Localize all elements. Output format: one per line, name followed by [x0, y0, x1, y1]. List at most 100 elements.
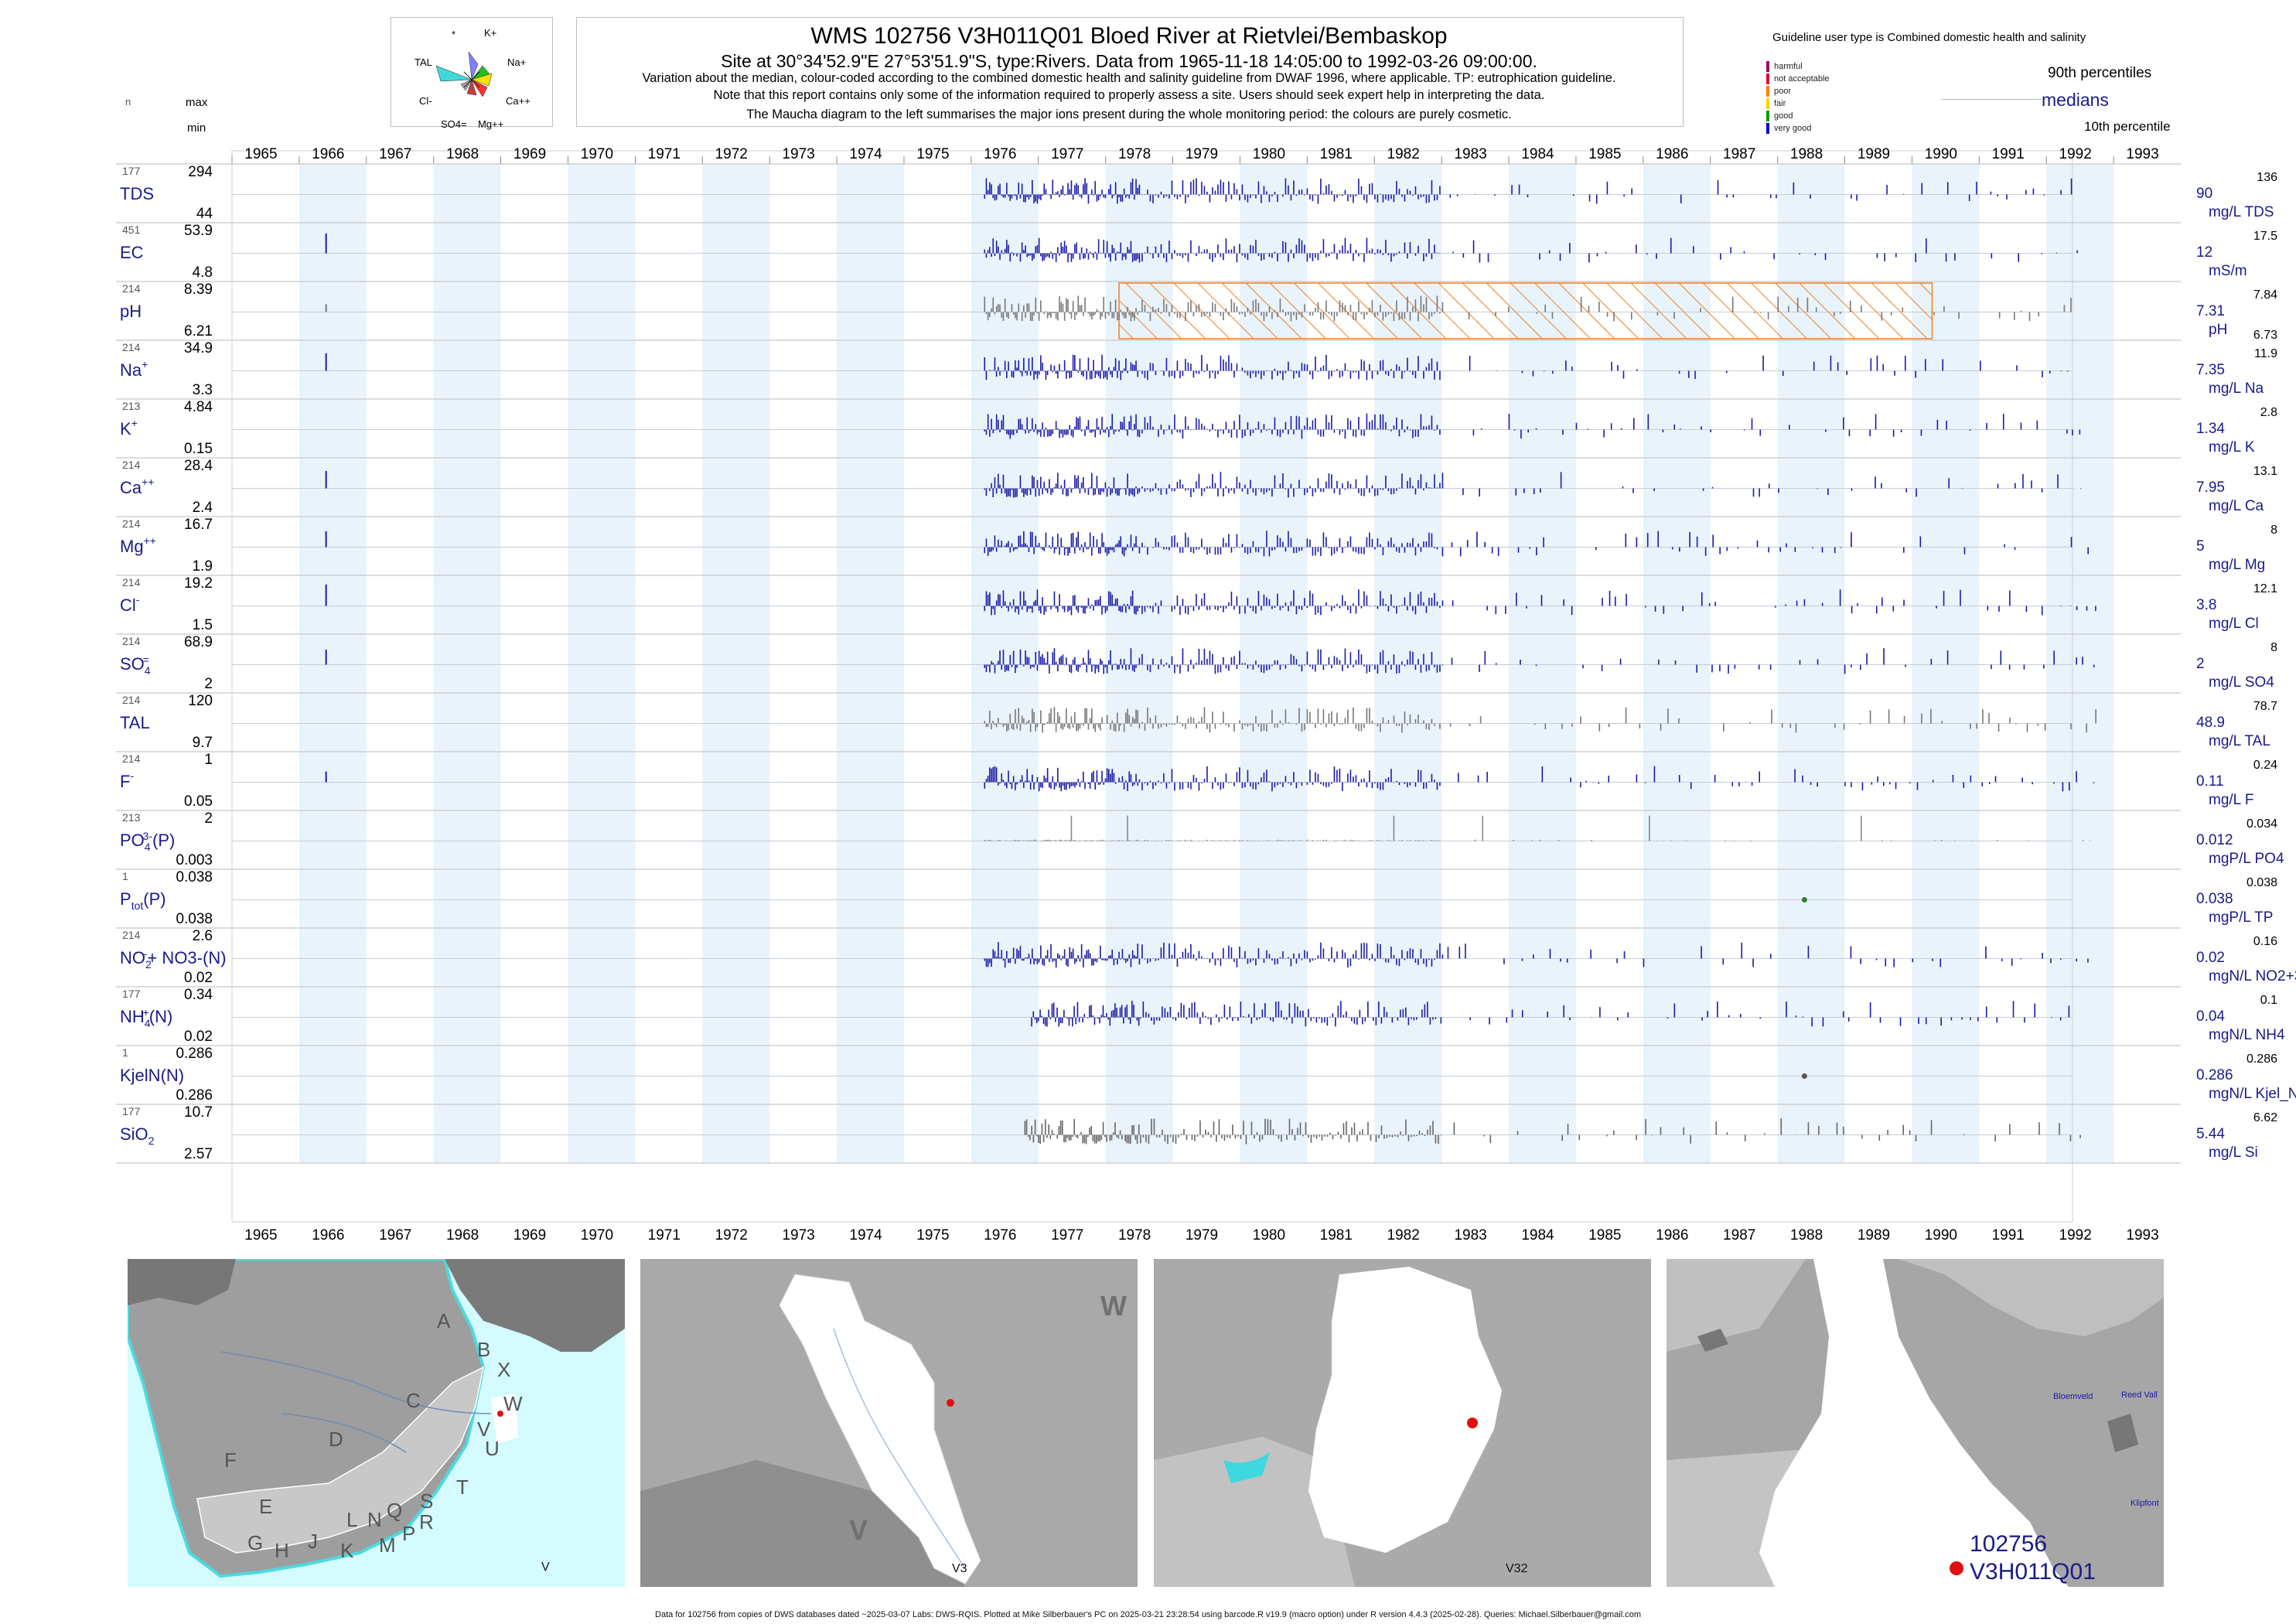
row-max-label: 10.7 — [184, 1104, 213, 1121]
guideline-swatch — [1766, 123, 1769, 134]
row-variable-name: Mg++ — [120, 534, 156, 556]
year-tick-label: 1990 — [1925, 1227, 1957, 1244]
guideline-swatch — [1766, 98, 1769, 109]
row-max-label: 16.7 — [184, 517, 213, 533]
guideline-exceed-zone — [1118, 282, 1933, 339]
site-id-label: 102756 — [1970, 1531, 2048, 1557]
row-max-label: 8.39 — [184, 281, 213, 298]
data-point — [1801, 1073, 1807, 1080]
year-tick-label: 1972 — [715, 1227, 748, 1244]
year-tick-label: 1980 — [1253, 1227, 1285, 1244]
row-median-label: 48.9 — [2196, 715, 2225, 731]
maucha-diagram-box: * K+ TAL Na+ Cl- Ca++ SO4= Mg++ — [391, 17, 553, 130]
maucha-label-na: Na+ — [507, 56, 527, 68]
year-tick-label: 1972 — [715, 146, 748, 162]
row-n-label: 451 — [122, 223, 141, 236]
year-tick-label: 1992 — [2059, 1227, 2092, 1244]
map-quaternary-catchment: V32 — [1154, 1259, 1651, 1587]
region-p: P — [402, 1522, 416, 1545]
year-tick-label: 1970 — [581, 146, 613, 162]
row-min-label: 0.15 — [184, 441, 213, 457]
region-a: A — [437, 1309, 451, 1332]
note-maucha: The Maucha diagram to the left summarise… — [746, 107, 1512, 121]
year-tick-label: 1985 — [1588, 146, 1621, 162]
row-variable-name: NH4+(N) — [120, 1006, 172, 1029]
guideline-legend-label: very good — [1774, 124, 1812, 133]
row-max-label: 294 — [188, 164, 213, 180]
row-median-label: 12 — [2196, 244, 2212, 261]
row-n-label: 177 — [122, 988, 141, 1000]
medians-label: medians — [2042, 90, 2109, 110]
row-unit-label: mgP/L TP — [2209, 909, 2273, 926]
row-unit-label: mg/L Cl — [2209, 616, 2259, 632]
year-tick-label: 1968 — [446, 1227, 479, 1244]
region-x: X — [497, 1358, 511, 1381]
guideline-swatch — [1766, 111, 1769, 121]
row-variable-name: SO4= — [120, 653, 151, 677]
year-tick-label: 1967 — [379, 1227, 411, 1244]
year-tick-label: 1983 — [1454, 146, 1486, 162]
place-klipfontein: Klipfont — [2131, 1499, 2159, 1508]
row-median-label: 0.286 — [2196, 1067, 2233, 1083]
year-band — [568, 164, 636, 1163]
year-tick-label: 1965 — [244, 1227, 277, 1244]
year-band — [2046, 164, 2114, 1163]
year-tick-label: 1974 — [849, 1227, 882, 1244]
row-p90-label: 13.1 — [2253, 465, 2277, 478]
map2-region-w: W — [1100, 1290, 1127, 1322]
year-tick-label: 1988 — [1790, 1227, 1823, 1244]
row-max-label: 2 — [204, 810, 213, 827]
barcode-chart: 1965 1965 1966 1966 1967 1967 1968 1968 1969 1969… — [116, 146, 2296, 1244]
row-p90-label: 136 — [2257, 171, 2277, 184]
guideline-legend-label: harmful — [1774, 62, 1803, 71]
row-median-label: 0.012 — [2196, 832, 2233, 848]
row-median-label: 90 — [2196, 186, 2212, 202]
row-unit-label: pH — [2209, 322, 2227, 338]
year-band — [433, 164, 501, 1163]
row-max-label: 28.4 — [184, 458, 213, 474]
map-tertiary-svg — [640, 1274, 981, 1587]
row-max-label: 0.038 — [176, 869, 213, 885]
year-tick-label: 1978 — [1118, 146, 1151, 162]
row-n-label: 177 — [122, 165, 141, 177]
year-tick-label: 1970 — [581, 1227, 613, 1244]
row-p90-label: 78.7 — [2253, 700, 2277, 713]
row-max-label: 120 — [188, 693, 213, 709]
row-median-label: 0.11 — [2196, 773, 2224, 790]
row-variable-name: Cl- — [120, 593, 140, 615]
year-tick-label: 1971 — [648, 146, 681, 162]
region-k: K — [340, 1539, 354, 1562]
year-tick-label: 1966 — [312, 1227, 344, 1244]
row-p90-label: 12.1 — [2253, 582, 2277, 595]
row-median-label: 0.02 — [2196, 950, 2225, 966]
site-description: Site at 30°34'52.9"E 27°53'51.9"S, type:… — [721, 51, 1537, 71]
row-max-label: 1 — [204, 752, 213, 768]
region-u: U — [485, 1437, 500, 1460]
row-max-label: 53.9 — [184, 223, 213, 239]
year-tick-label: 1978 — [1118, 1227, 1151, 1244]
year-tick-label: 1985 — [1588, 1227, 1621, 1244]
row-median-label: 0.04 — [2196, 1008, 2225, 1025]
row-min-label: 2.4 — [193, 500, 213, 516]
footer-credits: Data for 102756 from copies of DWS datab… — [655, 1610, 1641, 1619]
year-tick-label: 1983 — [1454, 1227, 1486, 1244]
note-disclaimer: Note that this report contains only some… — [713, 88, 1545, 102]
year-tick-label: 1971 — [648, 1227, 681, 1244]
row-unit-label: mg/L Na — [2209, 380, 2264, 397]
year-tick-label: 1969 — [513, 1227, 546, 1244]
region-f: F — [224, 1448, 237, 1472]
row-p90-label: 0.038 — [2247, 876, 2277, 889]
row-variable-name: K+ — [120, 417, 138, 438]
year-tick-label: 1979 — [1186, 146, 1218, 162]
col-head-min: min — [187, 121, 206, 135]
year-tick-label: 1993 — [2126, 1227, 2158, 1244]
row-n-label: 214 — [122, 694, 141, 706]
maucha-label-tal: TAL — [415, 56, 432, 68]
region-g: G — [247, 1531, 264, 1554]
row-max-label: 68.9 — [184, 634, 213, 650]
row-p90-label: 11.9 — [2254, 347, 2277, 360]
region-m: M — [379, 1534, 396, 1557]
place-reed-valley: Reed Vall — [2121, 1390, 2158, 1400]
row-unit-label: mg/L SO4 — [2209, 674, 2274, 691]
maucha-label-ca: Ca++ — [506, 95, 531, 107]
